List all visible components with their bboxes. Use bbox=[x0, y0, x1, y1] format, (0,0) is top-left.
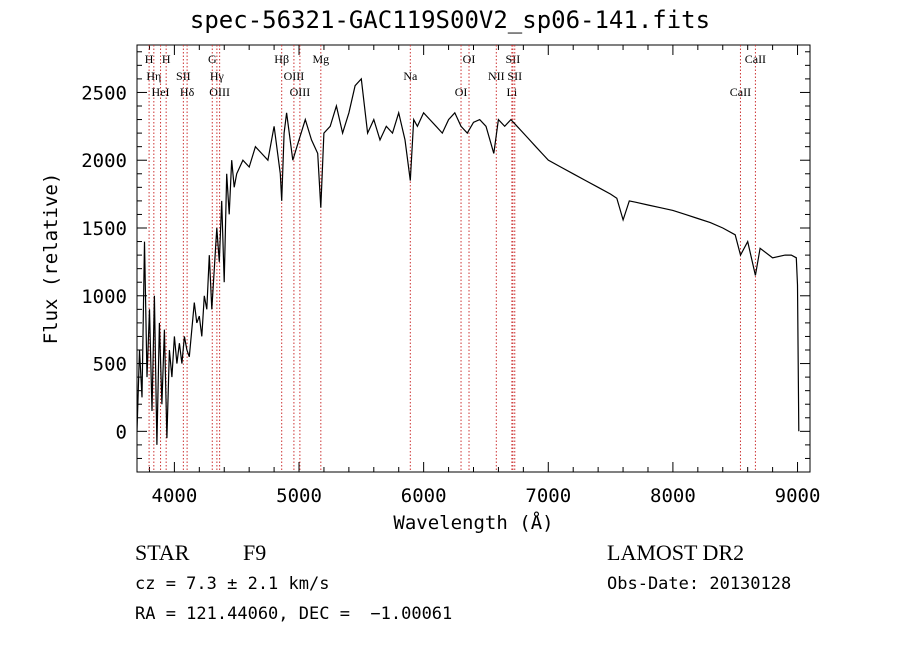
x-tick-label: 6000 bbox=[401, 485, 447, 507]
line-marker-label: OIII bbox=[290, 85, 311, 99]
y-tick-label: 1000 bbox=[81, 286, 127, 308]
line-marker-label: Hγ bbox=[210, 69, 225, 83]
line-marker-label: HeI bbox=[152, 85, 170, 99]
line-marker-label: Hδ bbox=[180, 85, 195, 99]
line-marker-label: OIII bbox=[209, 85, 230, 99]
line-marker-label: SII bbox=[506, 52, 521, 66]
x-tick-label: 7000 bbox=[525, 485, 571, 507]
plot-frame bbox=[136, 44, 811, 473]
line-marker-label: OI bbox=[463, 52, 476, 66]
y-tick-label: 2000 bbox=[81, 150, 127, 172]
line-marker-label: CaII bbox=[745, 52, 766, 66]
line-marker-label: H bbox=[162, 52, 171, 66]
line-marker-label: Li bbox=[507, 85, 518, 99]
line-marker-label: G bbox=[208, 52, 217, 66]
y-axis-label: Flux (relative) bbox=[40, 173, 62, 345]
obs-date: Obs-Date: 20130128 bbox=[607, 574, 792, 594]
y-tick-label: 1500 bbox=[81, 218, 127, 240]
line-marker-label: Hη bbox=[146, 69, 161, 83]
y-tick-label: 2500 bbox=[81, 82, 127, 104]
line-marker-label: Hβ bbox=[274, 52, 289, 66]
line-marker-label: Na bbox=[403, 69, 418, 83]
line-marker-label: SII bbox=[176, 69, 191, 83]
object-class: STAR bbox=[135, 540, 190, 565]
coordinates-text: RA = 121.44060, DEC = −1.00061 bbox=[135, 604, 453, 624]
x-tick-label: 9000 bbox=[775, 485, 821, 507]
redshift-text: cz = 7.3 ± 2.1 km/s bbox=[135, 574, 330, 594]
survey-name: LAMOST DR2 bbox=[607, 540, 745, 565]
x-axis-label: Wavelength (Å) bbox=[393, 511, 553, 534]
y-tick-label: 0 bbox=[116, 421, 127, 443]
y-tick-label: 500 bbox=[93, 354, 127, 376]
object-subclass: F9 bbox=[243, 540, 267, 565]
line-marker-label: H bbox=[145, 52, 154, 66]
x-tick-label: 5000 bbox=[276, 485, 322, 507]
chart-title: spec-56321-GAC119S00V2_sp06-141.fits bbox=[189, 6, 711, 34]
line-marker-label: SII bbox=[507, 69, 522, 83]
x-tick-label: 8000 bbox=[650, 485, 696, 507]
line-marker-label: OI bbox=[455, 85, 468, 99]
line-marker-label: Mg bbox=[312, 52, 329, 66]
spectrum-line bbox=[137, 77, 800, 445]
line-marker-label: NII bbox=[488, 69, 505, 83]
line-marker-label: CaII bbox=[730, 85, 751, 99]
line-marker-label: OIII bbox=[284, 69, 305, 83]
x-tick-label: 4000 bbox=[152, 485, 198, 507]
